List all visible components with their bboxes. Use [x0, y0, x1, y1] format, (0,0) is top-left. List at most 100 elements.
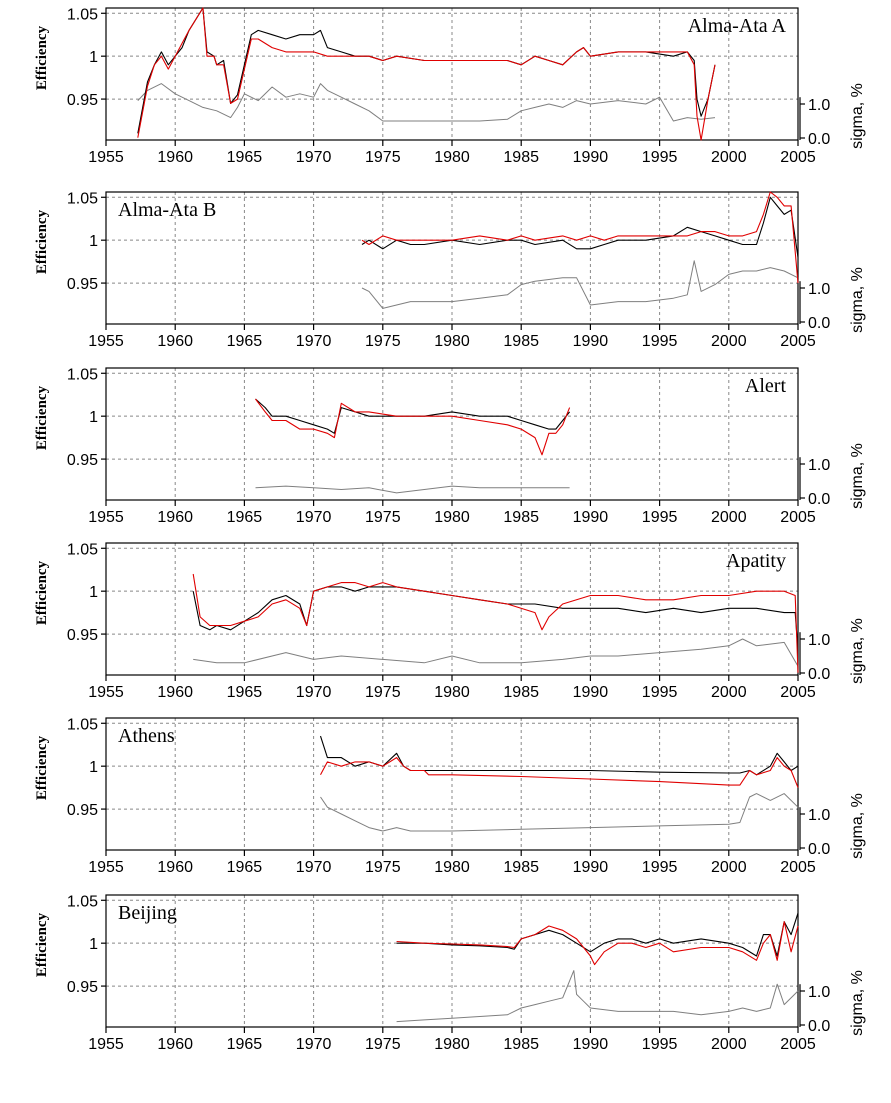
x-tick-label: 1990	[573, 684, 609, 701]
series-line-red	[320, 757, 799, 788]
x-tick-label: 2000	[711, 859, 747, 876]
series-line-red	[192, 573, 799, 673]
sigma-tick-label: 1.0	[808, 97, 830, 114]
station-label: Alert	[745, 375, 787, 397]
sigma-axis-label: sigma, %	[849, 267, 866, 333]
x-tick-label: 1960	[157, 509, 193, 526]
y-tick-label: 1	[89, 233, 98, 250]
x-tick-label: 1995	[642, 1036, 678, 1053]
x-tick-label: 1975	[365, 859, 401, 876]
y-tick-label: 1	[89, 936, 98, 953]
y-tick-label: 1.05	[67, 541, 98, 558]
x-tick-label: 1955	[88, 859, 124, 876]
series-line-sigma	[137, 83, 716, 122]
x-tick-label: 1965	[227, 509, 263, 526]
x-tick-label: 2005	[780, 859, 816, 876]
y-tick-label: 0.95	[67, 627, 98, 644]
sigma-tick-label: 0.0	[808, 315, 830, 332]
x-tick-label: 1990	[573, 509, 609, 526]
x-tick-label: 1970	[296, 1036, 332, 1053]
x-tick-label: 1975	[365, 509, 401, 526]
series-line-black	[396, 912, 799, 957]
x-tick-label: 1975	[365, 149, 401, 166]
x-tick-label: 2005	[780, 149, 816, 166]
y-tick-label: 1	[89, 759, 98, 776]
sigma-tick-label: 1.0	[808, 632, 830, 649]
x-tick-label: 1995	[642, 333, 678, 350]
sigma-axis-label: sigma, %	[849, 618, 866, 684]
x-tick-label: 1985	[503, 149, 539, 166]
x-tick-label: 1995	[642, 684, 678, 701]
x-tick-label: 2005	[780, 509, 816, 526]
x-tick-label: 2000	[711, 149, 747, 166]
x-tick-label: 1960	[157, 333, 193, 350]
x-tick-label: 1965	[227, 149, 263, 166]
station-label: Apatity	[726, 550, 786, 572]
x-tick-label: 1995	[642, 859, 678, 876]
panel-apatity: 1955 1960 1965 1970 1975 1980 1985 1990 1995 2000…	[34, 541, 866, 701]
x-tick-label: 1980	[434, 1036, 470, 1053]
x-tick-label: 1955	[88, 333, 124, 350]
x-tick-label: 1975	[365, 684, 401, 701]
x-tick-label: 1985	[503, 1036, 539, 1053]
x-tick-label: 1960	[157, 859, 193, 876]
sigma-tick-label: 0.0	[808, 841, 830, 858]
efficiency-axis-label: Efficiency	[34, 735, 50, 800]
y-tick-label: 1.05	[67, 893, 98, 910]
station-label: Athens	[118, 725, 175, 747]
x-tick-label: 2005	[780, 1036, 816, 1053]
panel-alert: 1955 1960 1965 1970 1975 1980 1985 1990 1995 2000…	[34, 366, 866, 526]
series-line-black	[255, 398, 571, 434]
x-tick-label: 2000	[711, 509, 747, 526]
x-tick-label: 1995	[642, 509, 678, 526]
x-tick-label: 1965	[227, 859, 263, 876]
sigma-tick-label: 1.0	[808, 807, 830, 824]
x-tick-label: 1980	[434, 684, 470, 701]
series-line-sigma	[396, 970, 799, 1023]
x-tick-label: 2000	[711, 684, 747, 701]
x-tick-label: 1990	[573, 1036, 609, 1053]
station-label: Beijing	[118, 902, 177, 924]
x-tick-label: 1970	[296, 684, 332, 701]
sigma-tick-label: 1.0	[808, 457, 830, 474]
sigma-tick-label: 1.0	[808, 984, 830, 1001]
panel-athens: 1955 1960 1965 1970 1975 1980 1985 1990 1995 2000…	[34, 716, 866, 876]
series-line-sigma	[361, 260, 799, 309]
series-line-sigma	[320, 793, 799, 832]
x-tick-label: 1970	[296, 859, 332, 876]
x-tick-label: 2005	[780, 684, 816, 701]
x-tick-label: 1985	[503, 509, 539, 526]
sigma-tick-label: 1.0	[808, 281, 830, 298]
x-tick-label: 1955	[88, 149, 124, 166]
x-tick-label: 1980	[434, 149, 470, 166]
y-tick-label: 1	[89, 409, 98, 426]
series-line-red	[361, 191, 799, 284]
y-tick-label: 0.95	[67, 92, 98, 109]
efficiency-axis-label: Efficiency	[34, 560, 50, 625]
x-tick-label: 1955	[88, 684, 124, 701]
x-tick-label: 1965	[227, 684, 263, 701]
x-tick-label: 2005	[780, 333, 816, 350]
x-tick-label: 1990	[573, 859, 609, 876]
x-tick-label: 1990	[573, 149, 609, 166]
sigma-axis-label: sigma, %	[849, 443, 866, 509]
y-tick-label: 1.05	[67, 190, 98, 207]
x-tick-label: 1970	[296, 333, 332, 350]
y-tick-label: 1.05	[67, 716, 98, 733]
y-tick-label: 0.95	[67, 802, 98, 819]
x-tick-label: 1960	[157, 684, 193, 701]
x-tick-label: 1955	[88, 509, 124, 526]
sigma-tick-label: 0.0	[808, 131, 830, 148]
y-tick-label: 0.95	[67, 452, 98, 469]
y-tick-label: 0.95	[67, 979, 98, 996]
x-tick-label: 1960	[157, 1036, 193, 1053]
x-tick-label: 1980	[434, 333, 470, 350]
series-line-black	[319, 735, 799, 776]
y-tick-label: 1	[89, 49, 98, 66]
series-line-black	[192, 586, 799, 652]
x-tick-label: 1970	[296, 149, 332, 166]
x-tick-label: 1955	[88, 1036, 124, 1053]
x-tick-label: 2000	[711, 1036, 747, 1053]
